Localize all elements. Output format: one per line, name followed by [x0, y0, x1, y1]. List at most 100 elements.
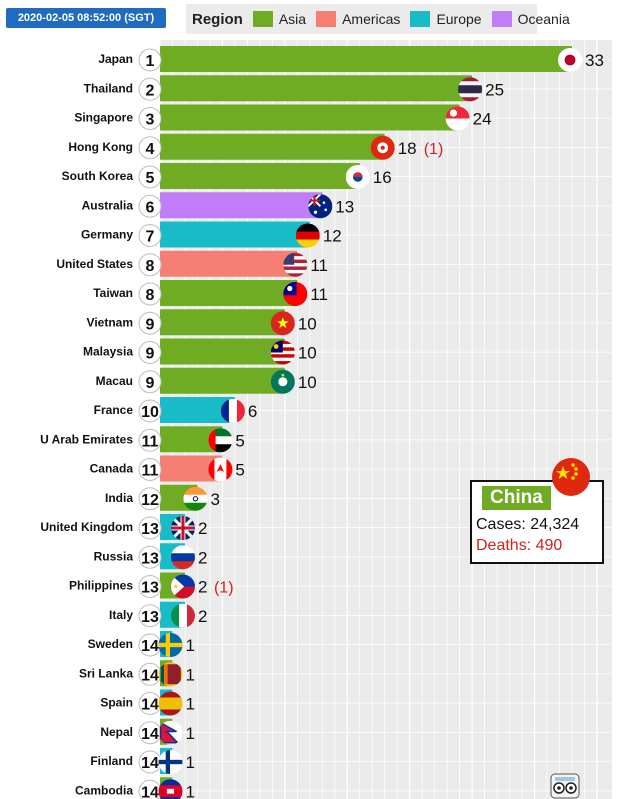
china-info-box: China Cases: 24,324 Deaths: 490	[470, 480, 604, 564]
bar-row: Russia 13 2	[94, 543, 207, 570]
value-label: 1	[185, 665, 194, 684]
flag-thailand-icon	[458, 77, 483, 102]
rank-label: 14	[141, 784, 159, 799]
rank-label: 14	[141, 755, 159, 772]
bar-row: South Korea 5 16	[62, 163, 392, 189]
rank-badge	[138, 399, 162, 423]
rank-badge	[138, 370, 162, 394]
value-label: 5	[235, 461, 244, 480]
flag-hong-kong-icon	[370, 135, 395, 160]
bar-row: Australia 6 13	[82, 192, 354, 219]
value-label: 10	[298, 314, 317, 333]
bar	[160, 75, 473, 102]
value-label: 1	[185, 724, 194, 743]
china-deaths: Deaths: 490	[476, 537, 563, 554]
category-label: Italy	[109, 608, 133, 622]
rank-badge	[138, 428, 162, 452]
rank-label: 9	[146, 316, 155, 333]
legend: Region Asia Americas Europe Oceania	[186, 4, 570, 34]
legend-label-asia: Asia	[278, 11, 307, 27]
flag-malaysia-icon	[270, 340, 295, 365]
rank-label: 14	[141, 638, 159, 655]
bar	[160, 46, 572, 72]
flag-italy-icon	[170, 603, 195, 628]
rank-badge	[138, 545, 162, 569]
category-label: Macau	[96, 374, 133, 388]
bar	[160, 163, 360, 189]
rank-badge	[138, 224, 162, 247]
flag-china-icon	[552, 458, 590, 496]
rank-label: 11	[142, 463, 159, 480]
bar-row: India 12 3	[105, 484, 220, 511]
category-label: United States	[56, 257, 133, 271]
rank-label: 13	[141, 580, 159, 597]
value-label: 10	[298, 373, 317, 392]
legend-swatch-oceania	[491, 11, 512, 27]
rank-badge	[138, 575, 162, 598]
value-label: 10	[298, 344, 317, 363]
category-label: Singapore	[74, 111, 133, 125]
bar-row: Nepal 14 1	[100, 718, 195, 745]
rank-label: 8	[146, 287, 155, 304]
rank-badge	[138, 48, 162, 72]
rank-label: 5	[146, 170, 155, 187]
value-label: 11	[310, 256, 328, 275]
category-label: Hong Kong	[68, 140, 133, 154]
bar-row: France 10 6	[94, 397, 257, 423]
bar-row: Canada 11 5	[90, 455, 245, 482]
value-label: 11	[310, 285, 328, 304]
value-label: 3	[210, 490, 219, 509]
bar-row: Thailand 2 25	[84, 75, 504, 102]
category-label: Malaysia	[83, 345, 133, 359]
rank-label: 14	[141, 697, 159, 714]
value-label: 1	[185, 695, 194, 714]
china-name: China	[482, 486, 551, 510]
bar-row: Cambodia 14 1	[75, 777, 195, 799]
category-label: U Arab Emirates	[40, 432, 133, 446]
rank-label: 14	[141, 726, 159, 743]
rank-label: 7	[146, 229, 155, 246]
rank-badge	[138, 458, 162, 481]
value-label: 25	[485, 80, 504, 99]
rank-label: 6	[146, 199, 155, 216]
value-label: 2	[198, 578, 207, 597]
flag-japan-icon	[558, 48, 582, 72]
value-label: 24	[473, 110, 492, 129]
flag-uae-icon	[208, 428, 233, 453]
flag-india-icon	[183, 486, 208, 511]
rank-label: 13	[141, 609, 159, 626]
bar-row: Macau 9 10	[96, 367, 317, 394]
rank-label: 14	[141, 667, 159, 684]
category-label: France	[94, 403, 134, 417]
flag-united-kingdom-icon	[170, 516, 195, 540]
bar	[160, 250, 298, 277]
bar	[160, 104, 460, 131]
rank-badge	[138, 341, 162, 364]
flag-australia-icon	[308, 194, 333, 219]
flag-germany-icon	[295, 223, 320, 248]
bar-row: Sweden 14 1	[88, 631, 195, 657]
bar-row: Malaysia 9 10	[83, 338, 317, 365]
value-label: 13	[335, 197, 354, 216]
bar-row: Japan 1 33	[98, 46, 604, 72]
rank-label: 8	[146, 258, 155, 275]
rank-label: 1	[146, 53, 155, 70]
category-label: Finland	[90, 754, 133, 768]
category-label: Germany	[81, 228, 133, 242]
china-cases: Cases: 24,324	[476, 516, 580, 533]
category-label: Vietnam	[87, 315, 133, 329]
legend-item-europe: Europe	[410, 11, 482, 27]
bar-row: United States 8 11	[56, 250, 328, 277]
flag-nepal-icon	[158, 720, 183, 745]
bar-row: Spain 14 1	[100, 689, 195, 716]
legend-swatch-americas	[316, 11, 337, 27]
legend-label-americas: Americas	[342, 11, 401, 27]
value-label: 2	[198, 548, 207, 567]
bar-row: Germany 7 12	[81, 221, 342, 248]
rank-label: 13	[141, 550, 159, 567]
rank-label: 2	[146, 82, 155, 99]
rank-label: 9	[146, 346, 155, 363]
legend-item-asia: Asia	[252, 11, 307, 27]
value-label: 12	[323, 227, 342, 246]
rank-label: 10	[141, 404, 159, 421]
